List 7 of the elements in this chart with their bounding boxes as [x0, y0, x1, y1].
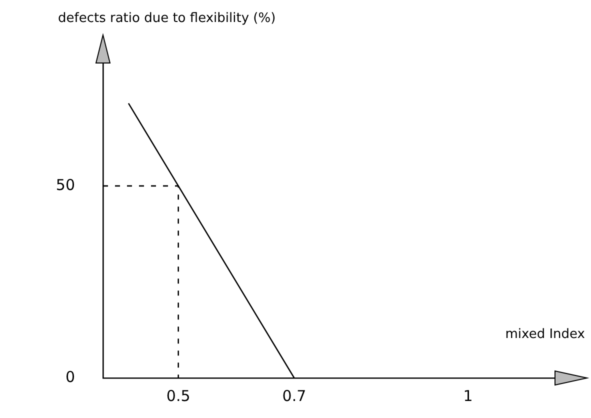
x-tick-label: 1 [463, 386, 473, 405]
x-tick-label: 0.7 [282, 386, 306, 405]
y-tick-label: 0 [65, 368, 75, 386]
x-axis-title: mixed Index [505, 327, 586, 342]
x-tick-label: 0.5 [166, 386, 190, 405]
y-axis-title: defects ratio due to flexibility (%) [58, 11, 276, 26]
y-tick-label: 50 [56, 176, 75, 194]
